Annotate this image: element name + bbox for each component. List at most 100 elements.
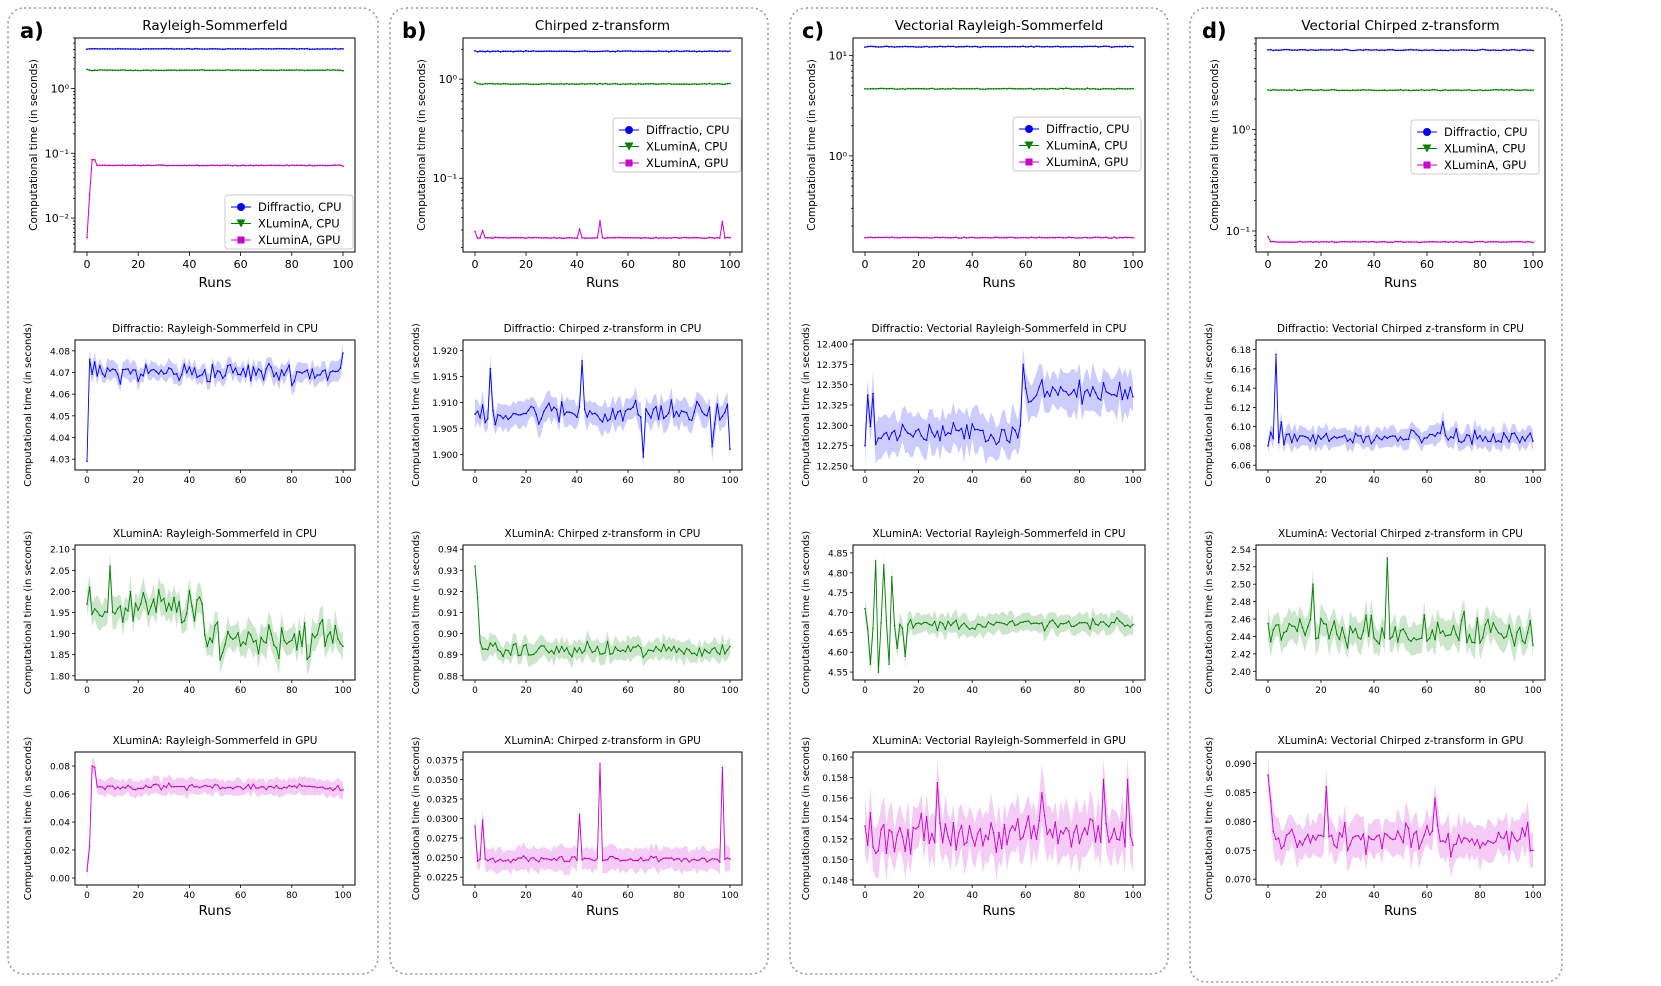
data-point (311, 633, 314, 635)
y-tick-label: 1.85 (50, 651, 70, 661)
data-point (939, 822, 941, 824)
data-point (1466, 641, 1468, 644)
y-tick-label: 4.80 (828, 569, 848, 579)
x-tick-label: 40 (966, 686, 978, 696)
data-point (1306, 241, 1309, 243)
x-tick-label: 80 (286, 476, 298, 486)
data-point (888, 829, 890, 831)
data-point (718, 83, 721, 85)
data-point (655, 236, 657, 239)
data-point (1455, 633, 1457, 636)
subplot: XLuminA: Vectorial Rayleigh-Sommerfeld i… (801, 735, 1146, 919)
data-point (1510, 88, 1513, 91)
data-point (203, 69, 206, 72)
data-point (917, 236, 920, 239)
data-point (941, 45, 944, 48)
data-point (142, 48, 145, 50)
x-tick-label: 20 (132, 891, 144, 901)
data-point (665, 415, 668, 417)
data-point (931, 624, 933, 627)
data-point (573, 50, 576, 53)
data-point (716, 403, 719, 406)
data-point (1065, 622, 1067, 624)
data-point (1386, 437, 1389, 440)
data-point (944, 236, 947, 239)
data-point (298, 783, 301, 785)
subplot-title: XLuminA: Rayleigh-Sommerfeld in GPU (113, 735, 318, 747)
data-point (1330, 628, 1333, 631)
data-point (1497, 89, 1500, 91)
data-point (1129, 386, 1132, 389)
data-point (984, 626, 987, 628)
data-point (540, 83, 543, 85)
data-point (688, 861, 690, 863)
x-tick-label: 40 (965, 258, 979, 271)
data-point (724, 858, 726, 861)
data-point (1277, 441, 1280, 444)
data-point (1014, 624, 1016, 627)
data-point (1479, 240, 1481, 243)
data-point (535, 50, 538, 53)
data-point (211, 47, 214, 50)
data-point (893, 429, 896, 432)
y-tick-label: 4.05 (50, 412, 70, 422)
data-point (573, 856, 576, 858)
data-point (237, 785, 239, 788)
data-point (183, 69, 186, 72)
data-point (591, 859, 594, 861)
data-point (591, 651, 594, 653)
data-point (640, 416, 642, 418)
data-point (901, 423, 904, 426)
data-point (104, 375, 106, 378)
data-point (1333, 435, 1336, 438)
data-point (145, 364, 147, 366)
data-point (1434, 49, 1436, 52)
data-point (183, 363, 186, 366)
y-axis-label: Computational time (in seconds) (801, 323, 812, 487)
data-point (1360, 838, 1362, 841)
data-point (668, 857, 670, 860)
data-point (476, 860, 479, 863)
data-point (538, 861, 540, 863)
data-point (530, 237, 532, 239)
data-point (1505, 830, 1508, 833)
data-point (639, 237, 642, 240)
data-point (1513, 89, 1516, 91)
data-point (678, 647, 680, 650)
data-point (1473, 844, 1476, 846)
subplot-title: XLuminA: Vectorial Chirped z-transform i… (1278, 528, 1523, 540)
x-tick-label: 0 (472, 258, 479, 271)
data-point (232, 69, 234, 72)
legend-marker-circle (1423, 128, 1431, 136)
data-point (257, 164, 260, 167)
data-point (543, 858, 545, 860)
data-point (1513, 48, 1516, 51)
data-point (1078, 379, 1081, 382)
data-point (1116, 237, 1118, 240)
data-point (634, 50, 637, 53)
data-point (589, 646, 591, 649)
data-point (553, 236, 555, 239)
data-point (104, 788, 106, 791)
data-point (331, 69, 334, 71)
data-point (342, 352, 344, 354)
data-point (586, 83, 589, 85)
y-tick-label: 10⁰ (51, 82, 70, 95)
data-point (474, 565, 476, 567)
data-point (578, 405, 581, 408)
data-point (1320, 438, 1322, 441)
data-point (936, 45, 939, 48)
data-point (507, 237, 509, 239)
y-tick-label: 10⁰ (1232, 124, 1251, 137)
data-point (907, 432, 909, 434)
data-point (1097, 236, 1100, 239)
data-point (1051, 236, 1054, 239)
data-point (509, 50, 512, 52)
data-point (1413, 833, 1415, 835)
data-point (206, 69, 209, 72)
data-point (645, 236, 647, 239)
data-point (657, 648, 660, 651)
data-point (693, 236, 696, 239)
data-point (486, 236, 489, 239)
